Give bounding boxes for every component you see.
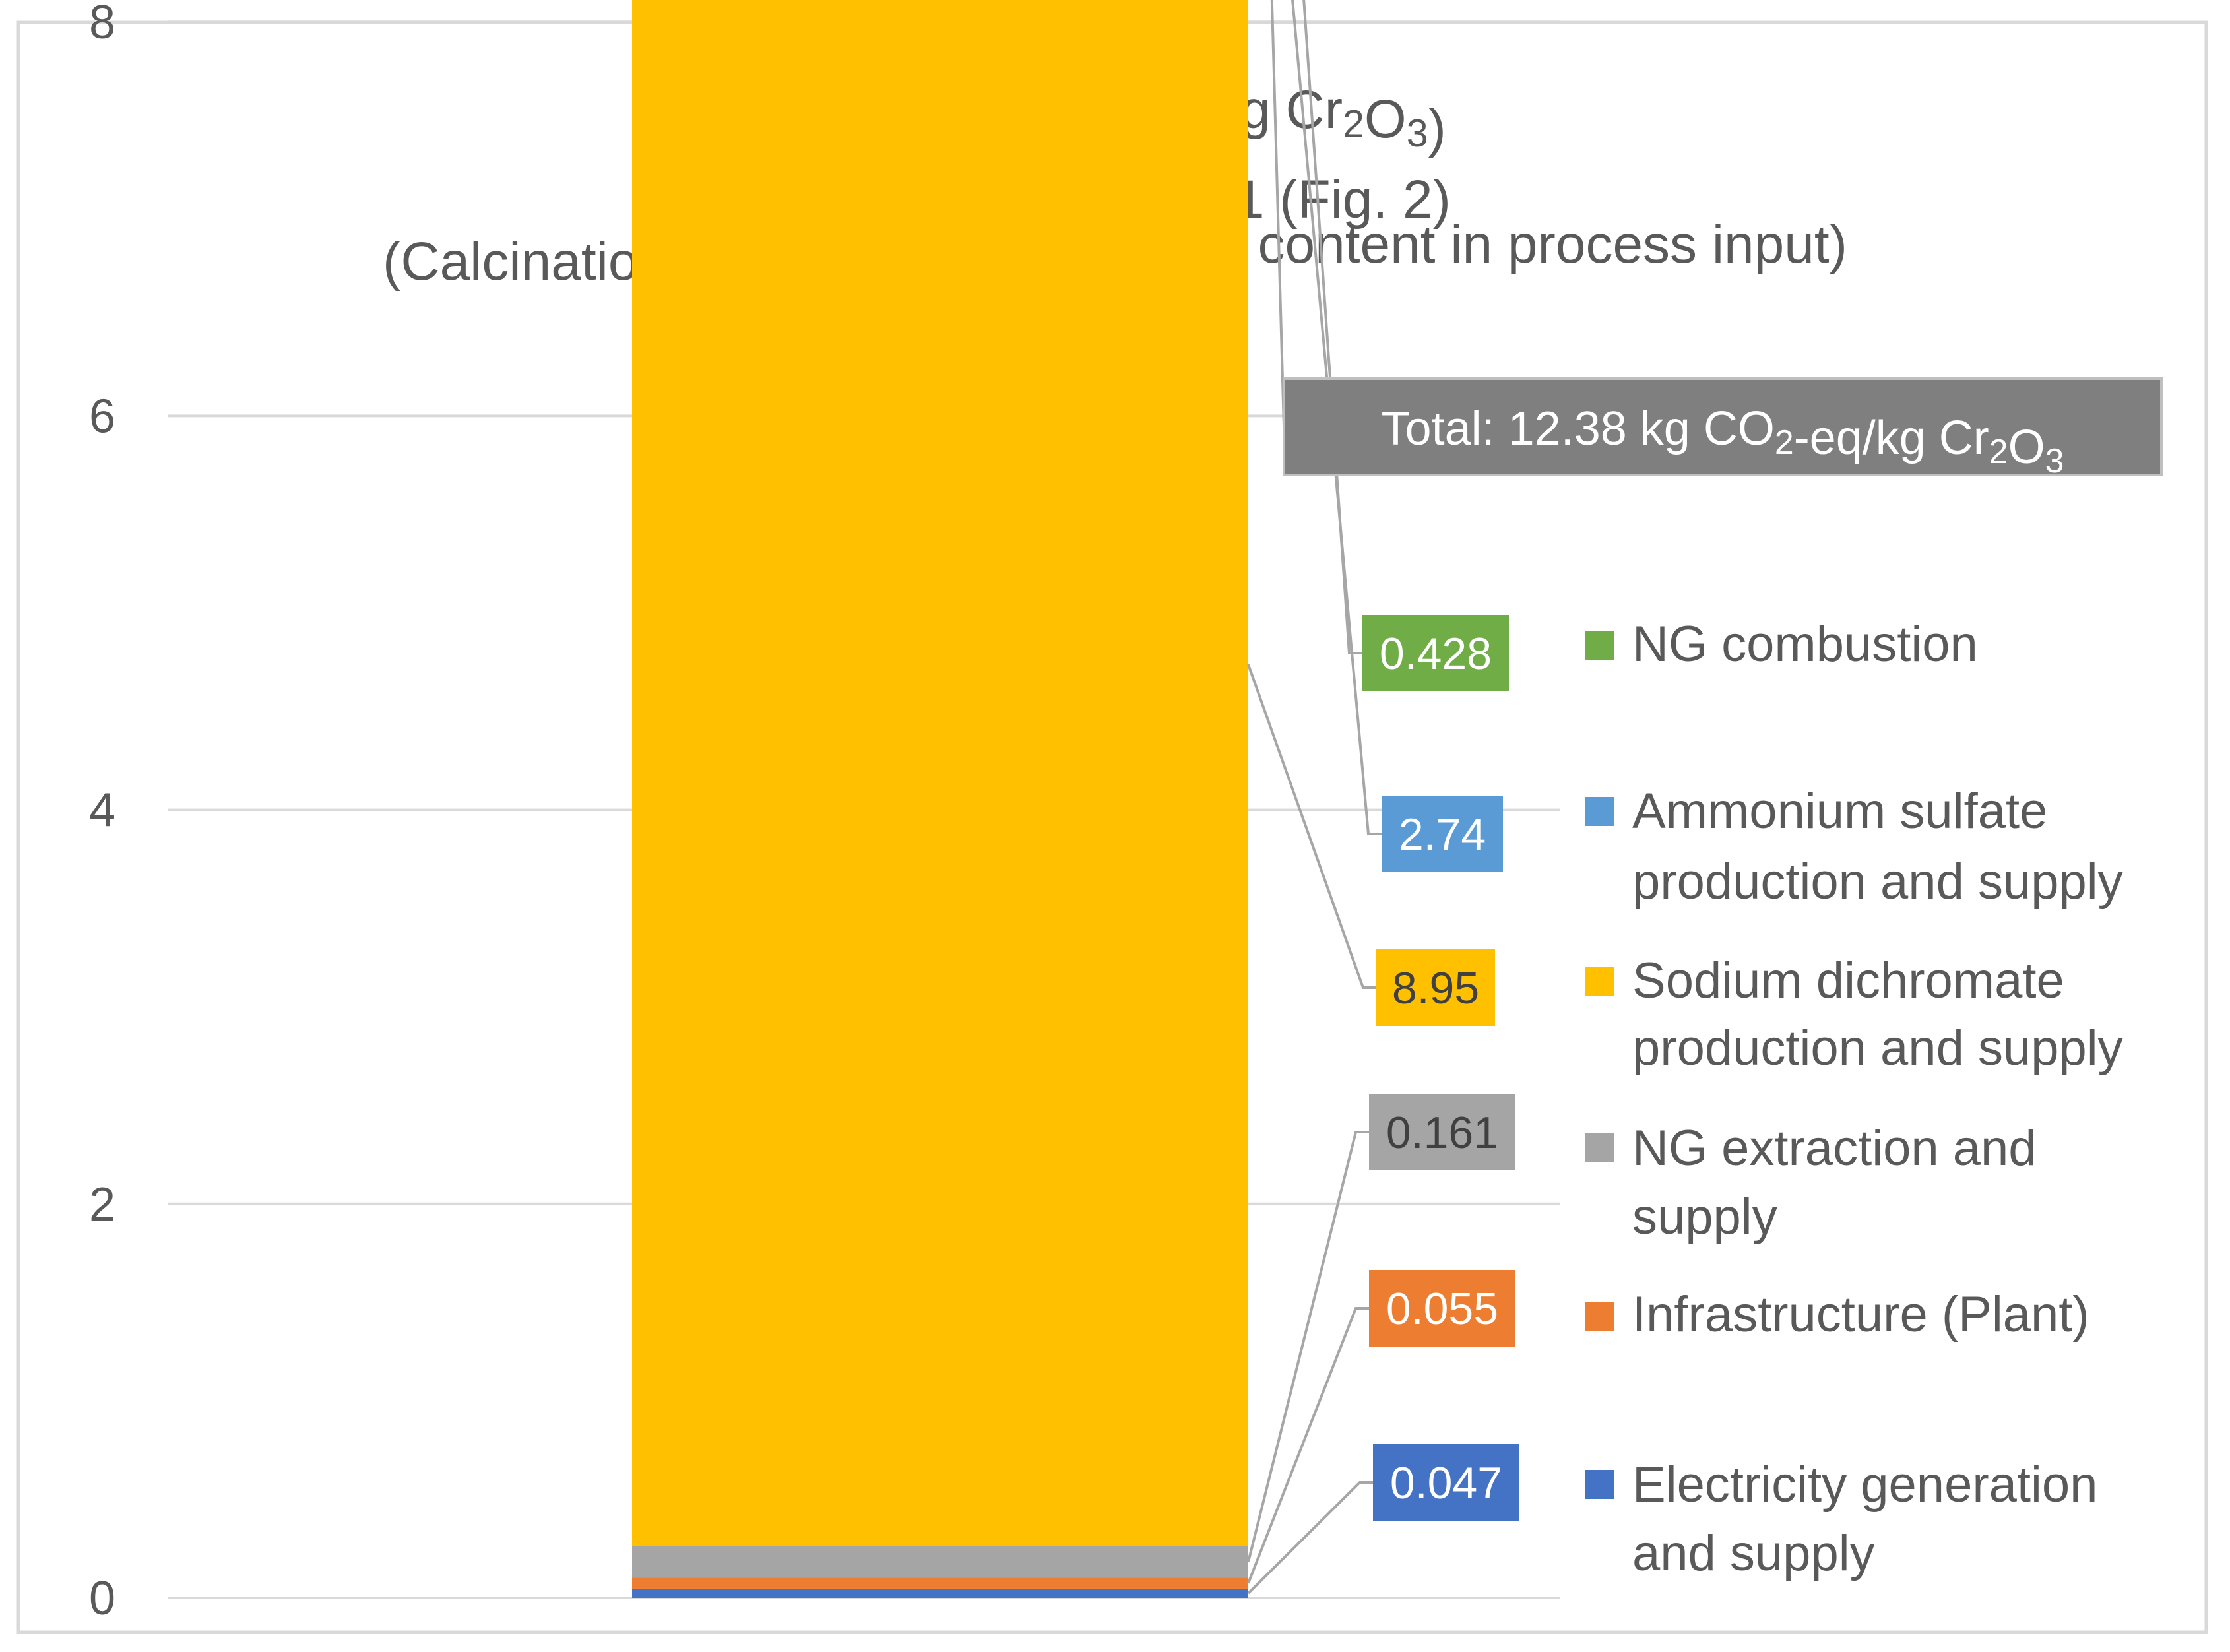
data-labels: 0.047 0.055 0.161 8.95 2.74 0.428 bbox=[1362, 615, 1519, 1521]
legend-label: NG combustion bbox=[1632, 616, 1978, 672]
bar-segments bbox=[632, 0, 1248, 1598]
leader-line bbox=[1247, 664, 1376, 989]
data-label: 2.74 bbox=[1399, 810, 1486, 860]
bar-segment bbox=[632, 1577, 1248, 1589]
data-label: 8.95 bbox=[1392, 963, 1479, 1013]
y-axis-ticks: 024681012 bbox=[89, 0, 115, 1625]
leader-line bbox=[1247, 1131, 1369, 1562]
legend-swatch bbox=[1585, 1470, 1614, 1499]
legend-label: Electricity generation bbox=[1632, 1457, 2097, 1513]
y-tick-label: 6 bbox=[89, 390, 115, 443]
total-leader-line bbox=[1270, 0, 1285, 428]
legend-swatch bbox=[1585, 967, 1614, 996]
legend-label: Sodium dichromate bbox=[1632, 953, 2064, 1009]
legend-label: supply bbox=[1632, 1189, 1777, 1245]
data-label: 0.161 bbox=[1386, 1108, 1498, 1158]
bar-segment bbox=[632, 0, 1248, 1546]
data-label-box bbox=[1373, 1444, 1519, 1521]
legend-label: production and supply bbox=[1632, 854, 2123, 910]
total-label-box bbox=[1283, 377, 2163, 476]
data-label-box bbox=[1376, 949, 1495, 1026]
legend-label: NG extraction and bbox=[1632, 1120, 2037, 1176]
y-tick-label: 4 bbox=[89, 784, 115, 837]
y-tick-label: 0 bbox=[89, 1572, 115, 1625]
data-label-box bbox=[1382, 796, 1503, 872]
legend-swatch bbox=[1585, 797, 1614, 826]
leader-line bbox=[1291, 0, 1382, 835]
legend-label: Ammonium sulfate bbox=[1632, 783, 2047, 839]
legend-swatch bbox=[1585, 631, 1614, 660]
bar-segment bbox=[632, 1588, 1248, 1598]
leader-lines bbox=[1247, 0, 1382, 1595]
data-label-box bbox=[1369, 1270, 1515, 1347]
total-label: Total: 12.38 kg CO2-eq/kg Cr2O3 bbox=[1382, 402, 2064, 480]
leader-line bbox=[1247, 1307, 1369, 1584]
data-label: 0.428 bbox=[1380, 629, 1492, 679]
data-label: 0.047 bbox=[1390, 1458, 1502, 1508]
legend-swatch bbox=[1585, 1302, 1614, 1331]
legend-label: Infrastructure (Plant) bbox=[1632, 1287, 2089, 1343]
total-annotation: Total: 12.38 kg CO2-eq/kg Cr2O3 bbox=[1270, 0, 2163, 480]
legend-swatch bbox=[1585, 1133, 1614, 1162]
legend-label: and supply bbox=[1632, 1525, 1875, 1581]
legend-label: production and supply bbox=[1632, 1020, 2123, 1076]
y-tick-label: 2 bbox=[89, 1178, 115, 1231]
y-tick-label: 8 bbox=[89, 0, 115, 49]
data-label-box bbox=[1362, 615, 1509, 691]
data-label-box bbox=[1369, 1094, 1515, 1170]
bar-segment bbox=[632, 1546, 1248, 1578]
leader-line bbox=[1247, 1481, 1373, 1595]
leader-line bbox=[1302, 0, 1362, 654]
legend: NG combustion Ammonium sulfate production … bbox=[1585, 616, 2123, 1581]
data-label: 0.055 bbox=[1386, 1284, 1498, 1334]
